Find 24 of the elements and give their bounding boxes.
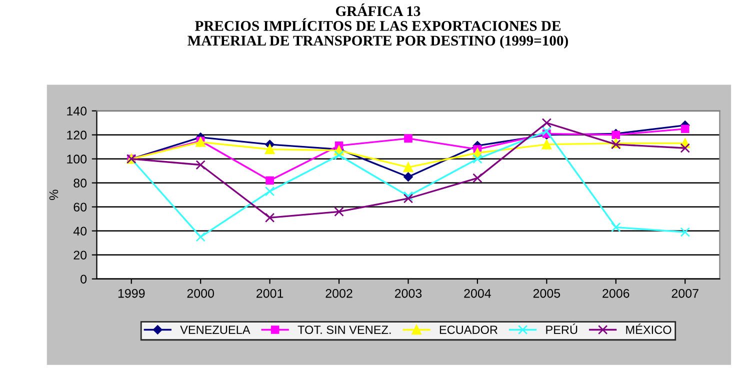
- legend-label: VENEZUELA: [180, 326, 250, 334]
- legend-label: PERÚ: [546, 324, 578, 334]
- x-tick-label: 2005: [533, 288, 560, 298]
- x-tick-label: 1999: [118, 288, 145, 298]
- legend-label: ECUADOR: [440, 326, 498, 334]
- x-tick-label: 2007: [672, 288, 698, 298]
- y-tick-label: 100: [67, 154, 87, 164]
- x-tick-label: 2004: [464, 288, 491, 298]
- y-tick-label: 0: [80, 274, 87, 284]
- y-tick-label: 20: [74, 250, 87, 260]
- y-axis-title: %: [49, 190, 58, 200]
- y-tick-label: 140: [67, 106, 87, 116]
- legend-label: TOT. SIN VENEZ.: [298, 326, 391, 334]
- x-tick-label: 2001: [256, 288, 284, 298]
- x-tick-label: 2000: [187, 288, 214, 298]
- y-tick-label: 60: [74, 202, 87, 212]
- x-tick-label: 2006: [602, 288, 630, 298]
- chart-title: GRÁFICA 13 PRECIOS IMPLÍCITOS DE LAS EXPORTACIONES DE MATERIAL DE TRANSPORTE POR DESTINO (1999=100): [188, 3, 568, 49]
- y-tick-label: 80: [74, 178, 87, 188]
- y-tick-label: 40: [73, 226, 87, 236]
- x-tick-label: 2002: [326, 288, 352, 298]
- legend-label: MÉXICO: [626, 324, 672, 334]
- x-tick-label: 2003: [394, 288, 422, 298]
- y-tick-label: 120: [67, 130, 87, 140]
